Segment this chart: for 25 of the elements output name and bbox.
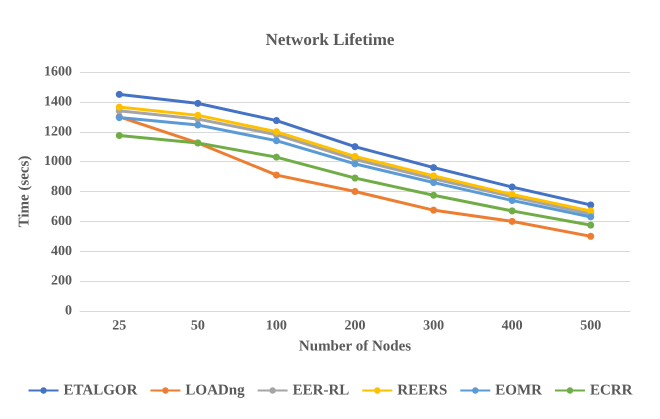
legend-label: EER-RL: [292, 382, 350, 398]
legend-label: ECRR: [590, 382, 633, 398]
y-tick-label: 1000: [44, 154, 72, 170]
y-tick-label: 800: [51, 184, 72, 199]
y-tick-label: 1600: [44, 64, 72, 80]
y-tick-label: 1200: [44, 124, 72, 140]
y-tick-label: 400: [51, 244, 72, 259]
chart-title: Network Lifetime: [266, 30, 395, 49]
y-tick-label: 200: [51, 274, 72, 289]
y-tick-label: 0: [65, 304, 72, 318]
x-axis-title: Number of Nodes: [298, 338, 412, 354]
x-tick-label: 400: [502, 318, 523, 334]
y-tick-label: 1400: [44, 94, 72, 110]
legend-label: LOADng: [185, 382, 246, 398]
x-tick-label: 200: [344, 318, 366, 334]
x-tick-label: 300: [423, 318, 444, 334]
legend-label: EOMR: [495, 382, 542, 398]
y-axis-title: Time (secs): [16, 156, 32, 228]
legend-label: ETALGOR: [64, 382, 138, 398]
y-tick-label: 600: [51, 214, 72, 229]
x-tick-label: 500: [580, 318, 602, 334]
x-tick-label: 100: [266, 318, 287, 334]
x-tick-label: 25: [112, 318, 126, 334]
x-tick-label: 50: [190, 318, 205, 334]
legend-label: REERS: [397, 382, 448, 398]
